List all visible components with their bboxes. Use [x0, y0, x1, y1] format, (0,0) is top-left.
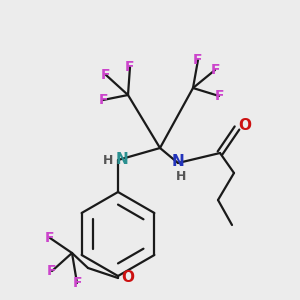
Text: H: H: [103, 154, 113, 166]
Text: N: N: [172, 154, 184, 169]
Text: H: H: [176, 169, 186, 182]
Text: F: F: [214, 89, 224, 103]
Text: F: F: [47, 264, 57, 278]
Text: F: F: [72, 276, 82, 290]
Text: F: F: [98, 93, 108, 107]
Text: O: O: [122, 271, 134, 286]
Text: F: F: [193, 53, 203, 67]
Text: F: F: [45, 231, 55, 245]
Text: F: F: [125, 60, 135, 74]
Text: N: N: [116, 152, 128, 167]
Text: F: F: [210, 63, 220, 77]
Text: O: O: [238, 118, 251, 134]
Text: F: F: [101, 68, 111, 82]
